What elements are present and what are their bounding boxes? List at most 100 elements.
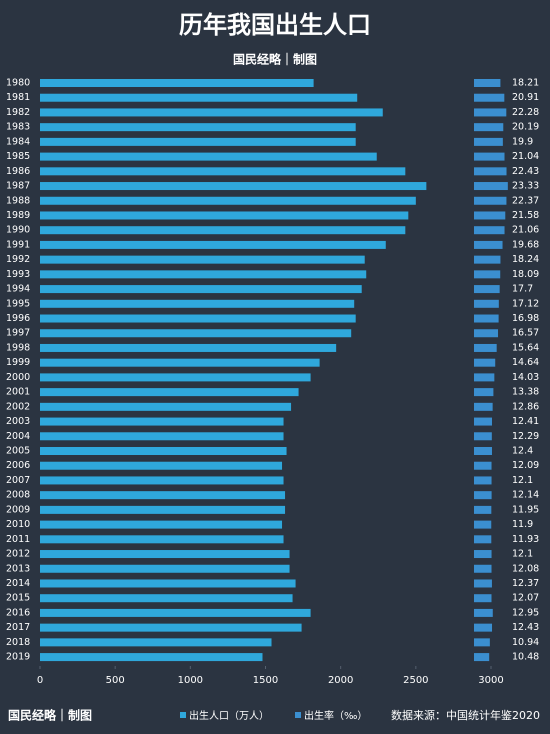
rate-bar <box>474 285 500 294</box>
bar <box>40 270 367 279</box>
rate-label: 12.07 <box>512 593 539 604</box>
rate-bar <box>474 270 501 279</box>
rate-bar <box>474 211 506 220</box>
rate-bar <box>474 579 492 588</box>
x-tick-label: 2000 <box>328 675 353 686</box>
bar <box>40 653 263 662</box>
y-tick-label: 1991 <box>6 239 30 250</box>
rate-label: 12.1 <box>512 475 533 486</box>
y-tick-label: 1980 <box>6 78 30 89</box>
chart-subtitle: 国民经略｜制图 <box>233 52 317 67</box>
rate-bar <box>474 638 490 647</box>
rate-bar <box>474 93 505 102</box>
rate-bar <box>474 182 508 191</box>
bar <box>40 314 356 323</box>
y-tick-label: 1981 <box>6 92 30 103</box>
y-tick-label: 2014 <box>6 578 30 589</box>
rate-bar <box>474 476 492 485</box>
rate-label: 10.48 <box>512 652 539 663</box>
y-tick-label: 1989 <box>6 210 30 221</box>
y-tick-label: 1997 <box>6 328 30 339</box>
rate-bar <box>474 535 492 544</box>
credit: 国民经略｜制图 <box>8 708 92 723</box>
y-tick-label: 2009 <box>6 504 30 515</box>
rate-bar <box>474 314 499 323</box>
bar <box>40 505 286 514</box>
bar <box>40 108 383 117</box>
rate-bar <box>474 447 492 455</box>
rate-bar <box>474 653 490 662</box>
y-tick-label: 1996 <box>6 313 30 324</box>
y-tick-label: 2002 <box>6 401 30 412</box>
rate-label: 12.08 <box>512 563 539 574</box>
y-tick-label: 1986 <box>6 166 30 177</box>
rate-label: 12.1 <box>512 549 533 560</box>
y-tick-label: 1982 <box>6 107 30 118</box>
rate-label: 22.37 <box>512 195 539 206</box>
bar <box>40 461 283 470</box>
rate-label: 18.09 <box>512 269 539 280</box>
rate-bar <box>474 564 492 573</box>
bar <box>40 299 355 308</box>
bar <box>40 123 356 132</box>
bar <box>40 167 406 176</box>
rate-bar <box>474 167 507 176</box>
rate-label: 19.68 <box>512 239 539 250</box>
bar <box>40 491 286 500</box>
legend-swatch <box>295 712 301 718</box>
rate-label: 11.9 <box>512 519 533 530</box>
y-tick-label: 2013 <box>6 563 30 574</box>
bar <box>40 211 409 220</box>
rate-label: 21.04 <box>512 151 539 162</box>
rate-label: 15.64 <box>512 342 539 353</box>
bar <box>40 373 311 382</box>
rate-bar <box>474 373 495 382</box>
rate-label: 11.95 <box>512 504 539 515</box>
y-tick-label: 1994 <box>6 284 30 295</box>
rate-bar <box>474 108 507 117</box>
x-tick-label: 1500 <box>253 675 278 686</box>
rate-bar <box>474 343 497 352</box>
rate-bar <box>474 491 492 500</box>
bar <box>40 417 284 426</box>
y-tick-label: 2019 <box>6 652 30 663</box>
x-tick-label: 1000 <box>178 675 203 686</box>
y-tick-label: 1983 <box>6 122 30 133</box>
y-tick-label: 2011 <box>6 534 30 545</box>
rate-label: 12.86 <box>512 401 539 412</box>
rate-label: 20.19 <box>512 122 539 133</box>
rate-bar <box>474 226 505 235</box>
x-tick-label: 0 <box>37 675 43 686</box>
rate-label: 20.91 <box>512 92 539 103</box>
rate-label: 12.29 <box>512 431 539 442</box>
y-tick-label: 2006 <box>6 460 30 471</box>
bar <box>40 432 284 441</box>
bar <box>40 137 356 146</box>
bar <box>40 196 416 205</box>
bar <box>40 579 296 588</box>
rate-label: 22.43 <box>512 166 539 177</box>
y-tick-label: 2000 <box>6 372 30 383</box>
rate-bar <box>474 123 504 132</box>
rate-label: 12.14 <box>512 490 539 501</box>
y-tick-label: 1987 <box>6 181 30 192</box>
rate-label: 12.95 <box>512 607 539 618</box>
chart-title: 历年我国出生人口 <box>179 11 371 39</box>
rate-label: 12.43 <box>512 622 539 633</box>
rate-bar <box>474 520 492 529</box>
rate-bar <box>474 240 503 249</box>
legend-swatch <box>180 712 186 718</box>
bar <box>40 402 292 411</box>
rate-bar <box>474 388 494 397</box>
rate-label: 12.4 <box>512 446 533 457</box>
bar <box>40 182 427 191</box>
y-tick-label: 1999 <box>6 357 30 368</box>
rate-label: 12.09 <box>512 460 539 471</box>
y-tick-label: 2008 <box>6 490 30 501</box>
x-tick-label: 500 <box>106 675 125 686</box>
bar <box>40 535 284 544</box>
y-tick-label: 1984 <box>6 136 30 147</box>
bar <box>40 240 386 249</box>
y-tick-label: 1992 <box>6 254 30 265</box>
